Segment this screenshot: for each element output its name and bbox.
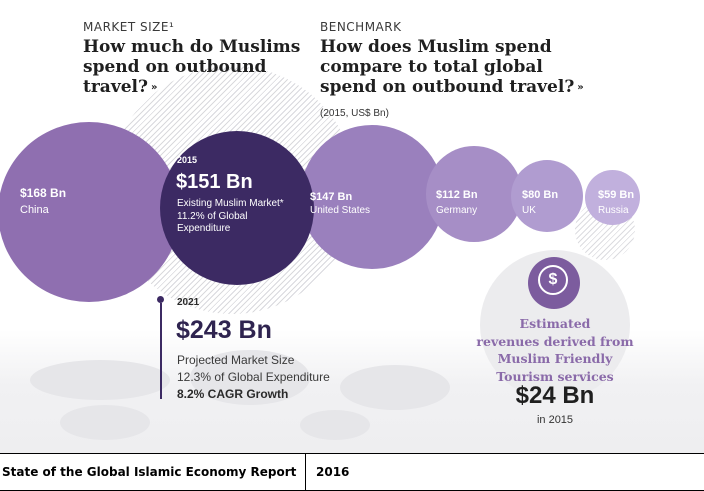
benchmark-label: BENCHMARK bbox=[320, 20, 402, 34]
projection-year: 2021 bbox=[177, 297, 200, 308]
china-label: China bbox=[20, 204, 49, 216]
timeline-dot bbox=[157, 296, 164, 303]
russia-bubble bbox=[585, 170, 640, 225]
benchmark-title-line1: How does Muslim spend bbox=[320, 37, 552, 57]
dollar-icon: $ bbox=[538, 265, 568, 295]
projection-value: $243 Bn bbox=[176, 316, 272, 344]
projection-cagr: 8.2% CAGR Growth bbox=[177, 387, 289, 401]
muslim-market-line3: Expenditure bbox=[177, 223, 231, 234]
benchmark-title-line2: compare to total global bbox=[320, 57, 543, 77]
russia-value: $59 Bn bbox=[598, 189, 635, 201]
revenue-line2: revenues derived from bbox=[476, 333, 634, 349]
uk-label: UK bbox=[522, 205, 536, 216]
germany-bubble bbox=[426, 146, 522, 242]
muslim-market-value: $151 Bn bbox=[176, 171, 253, 193]
projection-description: Projected Market Size 12.3% of Global Ex… bbox=[177, 352, 330, 403]
source-year: 2016 bbox=[316, 465, 350, 479]
revenue-line1: Estimated bbox=[519, 316, 591, 331]
chevron-down-icon: » bbox=[577, 81, 584, 93]
revenue-value: $24 Bn bbox=[515, 382, 595, 409]
germany-label: Germany bbox=[436, 205, 478, 216]
muslim-market-year: 2015 bbox=[177, 155, 198, 165]
benchmark-title-line3: spend on outbound travel? bbox=[320, 77, 575, 97]
market-size-label: MARKET SIZE¹ bbox=[83, 20, 175, 34]
projection-line2: 12.3% of Global Expenditure bbox=[177, 370, 330, 384]
uk-value: $80 Bn bbox=[522, 189, 559, 201]
revenue-description: Estimated revenues derived from Muslim F… bbox=[466, 315, 644, 385]
china-bubble bbox=[0, 122, 180, 302]
source-title: State of the Global Islamic Economy Repo… bbox=[2, 454, 306, 490]
revenue-year: in 2015 bbox=[536, 414, 574, 426]
germany-value: $112 Bn bbox=[436, 189, 478, 201]
united-states-value: $147 Bn bbox=[310, 191, 353, 203]
china-value: $168 Bn bbox=[20, 186, 67, 200]
chevron-down-icon: » bbox=[150, 81, 158, 93]
market-size-title: How much do Muslims spend on outbound tr… bbox=[83, 37, 300, 98]
market-size-title-line3: travel? bbox=[83, 77, 148, 97]
benchmark-title: How does Muslim spend compare to total g… bbox=[320, 37, 584, 98]
market-size-title-line2: spend on outbound bbox=[83, 57, 267, 77]
timeline-line bbox=[160, 303, 162, 399]
muslim-market-line1: Existing Muslim Market* bbox=[177, 198, 284, 209]
muslim-market-line2: 11.2% of Global bbox=[177, 210, 248, 222]
united-states-label: United States bbox=[310, 205, 371, 216]
revenue-line4: Tourism services bbox=[496, 368, 614, 384]
uk-bubble bbox=[511, 160, 583, 232]
projection-line1: Projected Market Size bbox=[177, 353, 295, 367]
revenue-line3: Muslim Friendly bbox=[497, 351, 613, 366]
infographic: MARKET SIZE¹ How much do Muslims spend o… bbox=[0, 20, 704, 453]
russia-label: Russia bbox=[598, 205, 629, 216]
source-caption: State of the Global Islamic Economy Repo… bbox=[0, 453, 704, 491]
market-size-title-line1: How much do Muslims bbox=[83, 37, 301, 57]
united-states-bubble bbox=[300, 125, 444, 269]
muslim-market-description: Existing Muslim Market* 11.2% of Global … bbox=[177, 198, 284, 236]
muslim-market-bubble bbox=[160, 131, 314, 285]
unit-note: (2015, US$ Bn) bbox=[320, 108, 389, 119]
